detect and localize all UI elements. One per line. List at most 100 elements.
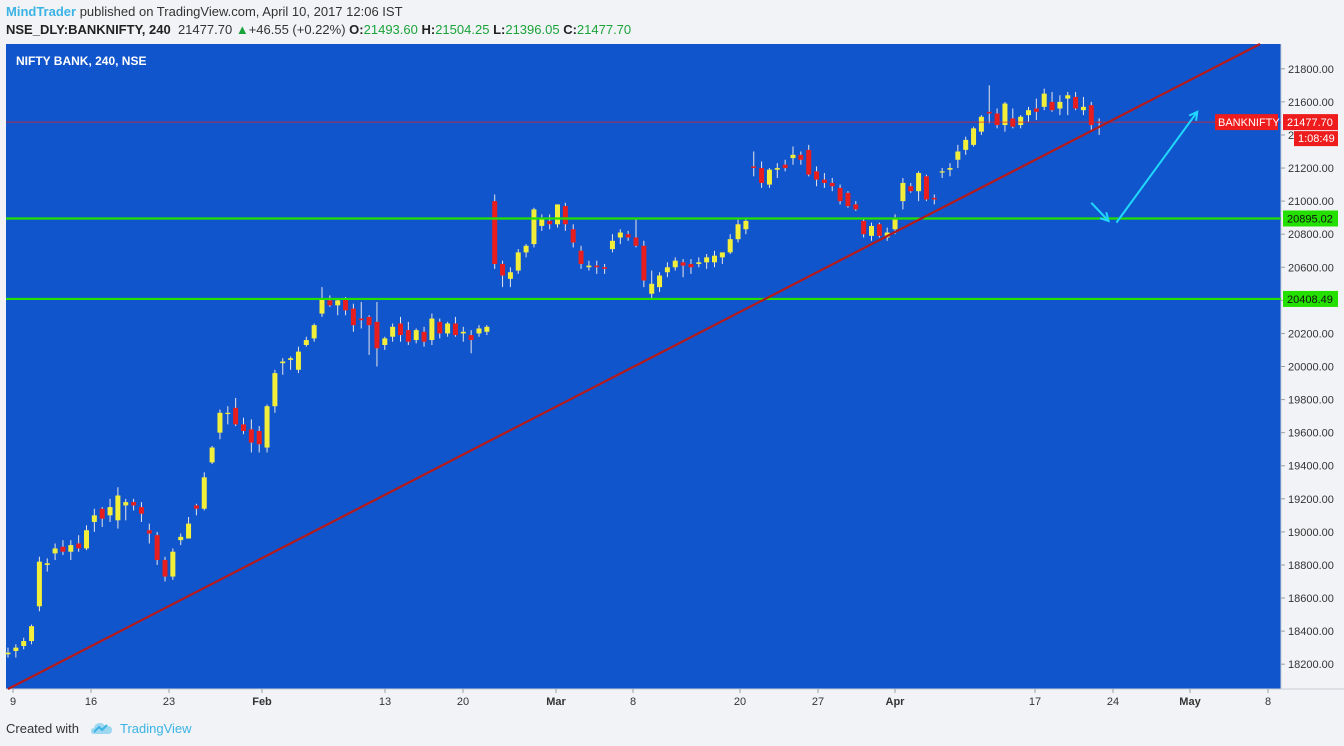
arrow[interactable] <box>1090 202 1111 223</box>
candle[interactable] <box>162 556 168 582</box>
candle[interactable] <box>335 298 341 316</box>
candle[interactable] <box>507 267 513 288</box>
candle[interactable] <box>578 245 584 269</box>
candle[interactable] <box>939 168 945 178</box>
candle[interactable] <box>256 426 262 453</box>
candle[interactable] <box>1057 95 1063 116</box>
candle[interactable] <box>876 222 882 238</box>
candle[interactable] <box>398 316 403 342</box>
candle[interactable] <box>68 540 74 560</box>
symbol-name-tag[interactable] <box>1215 114 1278 131</box>
candle[interactable] <box>994 108 1000 129</box>
candle[interactable] <box>978 115 984 135</box>
candle[interactable] <box>170 548 176 580</box>
candle[interactable] <box>923 174 929 202</box>
candle[interactable] <box>452 316 458 337</box>
candle[interactable] <box>1026 106 1031 122</box>
candle[interactable] <box>76 535 82 552</box>
candle[interactable] <box>1065 91 1071 116</box>
candle[interactable] <box>657 272 663 293</box>
candle[interactable] <box>869 222 874 241</box>
candle[interactable] <box>539 214 545 231</box>
candle[interactable] <box>460 326 466 342</box>
trend-line[interactable] <box>7 43 1261 690</box>
candle[interactable] <box>1073 91 1079 111</box>
candle[interactable] <box>5 647 11 658</box>
candle[interactable] <box>617 229 623 245</box>
candle[interactable] <box>649 270 655 299</box>
candle[interactable] <box>916 171 922 202</box>
candle[interactable] <box>664 262 670 278</box>
candle[interactable] <box>712 250 717 268</box>
candle[interactable] <box>570 224 576 248</box>
candle[interactable] <box>413 328 419 344</box>
candle[interactable] <box>735 219 741 243</box>
candle[interactable] <box>633 217 639 248</box>
candle[interactable] <box>806 144 812 177</box>
candle[interactable] <box>476 325 482 337</box>
arrow[interactable] <box>1115 110 1199 224</box>
candle[interactable] <box>798 151 804 165</box>
candle[interactable] <box>821 173 827 188</box>
candle[interactable] <box>586 260 592 271</box>
candle[interactable] <box>343 297 349 316</box>
candle[interactable] <box>900 177 906 210</box>
candle[interactable] <box>374 302 380 367</box>
candle[interactable] <box>743 219 749 235</box>
candle[interactable] <box>390 323 396 342</box>
candle[interactable] <box>751 151 757 177</box>
candle[interactable] <box>672 257 678 271</box>
candle[interactable] <box>248 419 254 453</box>
candle[interactable] <box>138 502 144 522</box>
candle[interactable] <box>1080 96 1086 116</box>
candle[interactable] <box>280 358 286 375</box>
candle[interactable] <box>288 356 294 370</box>
candle[interactable] <box>107 498 113 522</box>
candle[interactable] <box>782 159 788 172</box>
candle[interactable] <box>131 498 137 511</box>
candle[interactable] <box>500 260 506 288</box>
candle[interactable] <box>688 259 694 274</box>
candle[interactable] <box>1033 98 1039 121</box>
candle[interactable] <box>547 214 553 230</box>
candle[interactable] <box>52 543 58 560</box>
candle[interactable] <box>350 303 356 332</box>
candle[interactable] <box>84 525 89 551</box>
candle[interactable] <box>358 302 364 329</box>
last-price-tag[interactable] <box>1283 114 1338 131</box>
candle[interactable] <box>1049 91 1055 112</box>
candle[interactable] <box>264 404 270 453</box>
tradingview-link[interactable]: TradingView <box>120 721 192 736</box>
candle[interactable] <box>492 194 498 269</box>
candle[interactable] <box>1002 101 1008 132</box>
candle[interactable] <box>123 498 129 521</box>
tradingview-cloud-icon[interactable] <box>90 722 113 738</box>
candle[interactable] <box>178 533 184 546</box>
candle[interactable] <box>986 85 992 124</box>
candle[interactable] <box>303 336 309 347</box>
candle[interactable] <box>29 624 35 645</box>
candle[interactable] <box>625 230 631 241</box>
candle[interactable] <box>515 249 521 274</box>
level-price-tag[interactable] <box>1283 290 1338 307</box>
time-axis-background[interactable] <box>6 689 1344 712</box>
candle[interactable] <box>272 369 278 413</box>
candle[interactable] <box>21 637 27 650</box>
candle[interactable] <box>609 234 615 253</box>
price-chart[interactable]: NIFTY BANK, 240, NSE 21800.00 21600.00 214… <box>0 0 1344 712</box>
candle[interactable] <box>193 503 199 516</box>
candle[interactable] <box>562 202 568 231</box>
candle[interactable] <box>154 531 160 565</box>
candle[interactable] <box>814 166 820 187</box>
candle[interactable] <box>186 517 192 539</box>
candle[interactable] <box>704 254 710 269</box>
candle[interactable] <box>99 507 105 527</box>
author-name[interactable]: MindTrader <box>6 4 77 19</box>
candle[interactable] <box>366 315 372 355</box>
candle[interactable] <box>531 207 537 248</box>
candle[interactable] <box>602 263 608 274</box>
candle[interactable] <box>44 558 50 572</box>
candle[interactable] <box>727 234 733 255</box>
time-axis[interactable]: 9 16 23 Feb 13 20 Mar 8 20 27 Apr 17 24 May 8 <box>10 689 1271 708</box>
candle[interactable] <box>837 184 843 205</box>
